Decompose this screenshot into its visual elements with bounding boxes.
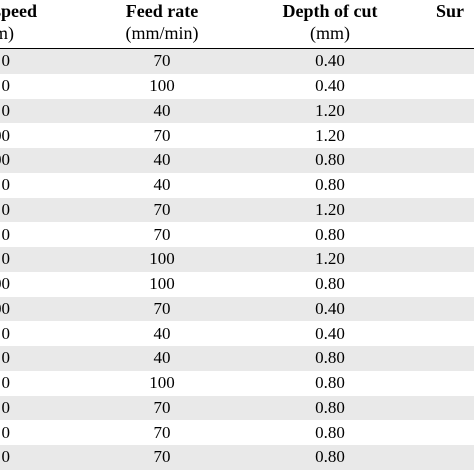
cell-feed-rate: 100 — [149, 249, 175, 269]
table-row: 0 40 0.80 — [0, 346, 474, 371]
cell-speed: 0 — [1, 323, 11, 343]
table-row: 0 100 1.20 — [0, 247, 474, 272]
table-row: 0 100 0.40 — [0, 74, 474, 99]
cell-speed: 00 — [0, 298, 10, 318]
table-row: 0 70 0.40 — [0, 49, 474, 74]
cell-speed: 0 — [1, 51, 11, 71]
table-row: 0 40 1.20 — [0, 98, 474, 124]
cell-feed-rate: 40 — [153, 323, 171, 343]
cell-feed-rate: 40 — [153, 150, 171, 170]
cell-feed-rate: 100 — [149, 274, 175, 294]
header-surface: Sur — [436, 0, 474, 22]
cell-depth-of-cut: 0.80 — [315, 274, 345, 294]
cell-depth-of-cut: 1.20 — [315, 249, 345, 269]
cell-depth-of-cut: 0.40 — [315, 51, 345, 71]
cell-speed: 0 — [1, 76, 11, 96]
header-depth-of-cut-title: Depth of cut — [282, 1, 378, 21]
cell-depth-of-cut: 0.80 — [315, 447, 345, 467]
cell-feed-rate: 70 — [153, 125, 171, 145]
cell-depth-of-cut: 0.80 — [315, 422, 345, 442]
table-row: 0 40 0.40 — [0, 321, 474, 346]
header-depth-of-cut: Depth of cut (mm) — [255, 0, 405, 44]
cell-depth-of-cut: 0.80 — [315, 175, 345, 195]
cell-speed: 00 — [0, 274, 10, 294]
header-feed-rate-unit: (mm/min) — [125, 23, 199, 43]
cell-feed-rate: 70 — [153, 298, 171, 318]
cell-depth-of-cut: 0.40 — [315, 298, 345, 318]
cell-feed-rate: 100 — [149, 76, 175, 96]
cell-feed-rate: 70 — [153, 224, 171, 244]
table-row: 00 40 0.80 — [0, 148, 474, 173]
table-row: 0 70 1.20 — [0, 197, 474, 223]
table-row: 0 70 0.80 — [0, 445, 474, 470]
cell-feed-rate: 70 — [153, 422, 171, 442]
cell-feed-rate: 40 — [153, 348, 171, 368]
header-depth-of-cut-unit: (mm) — [310, 23, 350, 43]
cell-feed-rate: 70 — [153, 199, 171, 219]
table-row: 00 70 0.40 — [0, 296, 474, 322]
header-speed-title: speed — [0, 1, 38, 21]
table-row: 00 100 0.80 — [0, 272, 474, 297]
header-feed-rate-title: Feed rate — [125, 1, 199, 21]
cell-speed: 0 — [1, 373, 11, 393]
cell-speed: 0 — [1, 348, 11, 368]
cell-depth-of-cut: 0.80 — [315, 397, 345, 417]
cell-feed-rate: 70 — [153, 447, 171, 467]
header-feed-rate: Feed rate (mm/min) — [97, 0, 227, 44]
cell-depth-of-cut: 1.20 — [315, 199, 345, 219]
cell-feed-rate: 70 — [153, 51, 171, 71]
cell-speed: 00 — [0, 125, 10, 145]
cell-speed: 0 — [1, 397, 11, 417]
cell-speed: 0 — [1, 199, 11, 219]
header-surface-title: Sur — [436, 1, 465, 21]
table-row: 0 70 0.80 — [0, 222, 474, 247]
cell-feed-rate: 100 — [149, 373, 175, 393]
cell-speed: 0 — [1, 422, 11, 442]
cell-speed: 0 — [1, 447, 11, 467]
table-body: 0700.4001000.400401.2000701.2000400.8004… — [0, 49, 474, 470]
cell-depth-of-cut: 0.80 — [315, 373, 345, 393]
cell-feed-rate: 40 — [153, 100, 171, 120]
cell-speed: 0 — [1, 175, 11, 195]
cell-depth-of-cut: 1.20 — [315, 100, 345, 120]
table-row: 0 100 0.80 — [0, 371, 474, 396]
table-row: 00 70 1.20 — [0, 123, 474, 148]
table-row: 0 40 0.80 — [0, 173, 474, 198]
cell-depth-of-cut: 0.80 — [315, 150, 345, 170]
cell-depth-of-cut: 0.40 — [315, 323, 345, 343]
cell-feed-rate: 70 — [153, 397, 171, 417]
cell-depth-of-cut: 0.80 — [315, 224, 345, 244]
cell-speed: 0 — [1, 224, 11, 244]
header-speed: speed m) — [0, 0, 74, 44]
header-speed-unit: m) — [0, 23, 14, 43]
cell-speed: 00 — [0, 150, 10, 170]
cell-speed: 0 — [1, 249, 11, 269]
table-row: 0 70 0.80 — [0, 420, 474, 445]
cell-depth-of-cut: 0.80 — [315, 348, 345, 368]
cell-speed: 0 — [1, 100, 11, 120]
table-row: 0 70 0.80 — [0, 395, 474, 421]
cell-depth-of-cut: 1.20 — [315, 125, 345, 145]
table-header: speed m) Feed rate (mm/min) Depth of cut… — [0, 0, 474, 49]
cell-feed-rate: 40 — [153, 175, 171, 195]
cell-depth-of-cut: 0.40 — [315, 76, 345, 96]
